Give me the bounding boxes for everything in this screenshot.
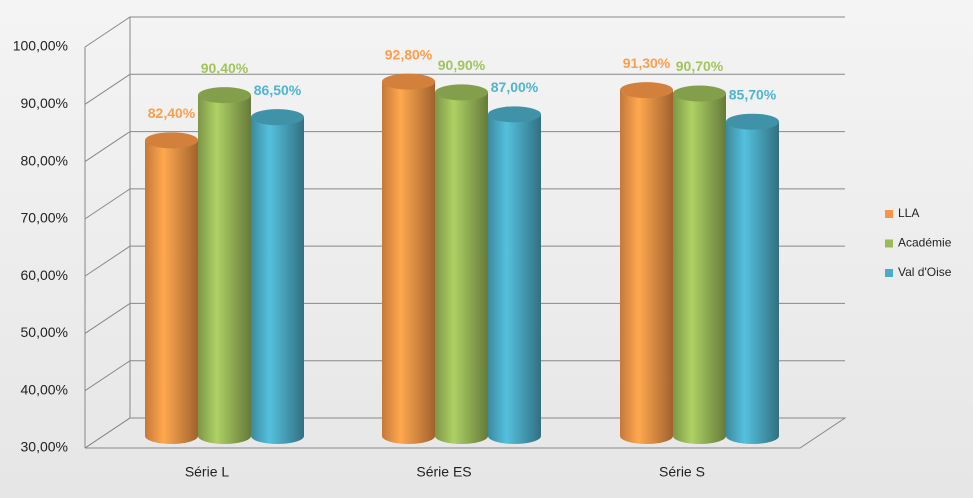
y-tick-label: 30,00% bbox=[21, 439, 68, 455]
value-label: 90,70% bbox=[676, 58, 724, 74]
bar bbox=[488, 114, 541, 444]
bar bbox=[251, 117, 304, 444]
bar bbox=[435, 92, 488, 444]
y-tick-label: 60,00% bbox=[21, 267, 68, 283]
grid-line bbox=[84, 245, 845, 277]
grid-line bbox=[84, 16, 845, 48]
bar bbox=[726, 121, 779, 444]
value-label: 92,80% bbox=[385, 46, 433, 62]
legend-swatch bbox=[885, 210, 893, 218]
bar-top bbox=[145, 132, 198, 149]
grid-line bbox=[84, 417, 845, 449]
value-label: 82,40% bbox=[148, 105, 196, 121]
y-tick-label: 40,00% bbox=[21, 381, 68, 397]
legend-label: LLA bbox=[898, 206, 919, 220]
bar-top bbox=[620, 82, 673, 99]
value-label: 86,50% bbox=[254, 82, 302, 98]
x-tick-label: Série S bbox=[659, 464, 705, 480]
grid-line bbox=[84, 302, 845, 334]
bar-top bbox=[488, 106, 541, 123]
legend-swatch bbox=[885, 269, 893, 277]
bar bbox=[673, 93, 726, 444]
bar-top bbox=[673, 85, 726, 102]
x-tick-label: Série ES bbox=[416, 464, 471, 480]
value-label: 91,30% bbox=[623, 55, 671, 71]
grid-line bbox=[84, 188, 845, 220]
legend-label: Val d'Oise bbox=[898, 265, 952, 279]
value-label: 90,40% bbox=[201, 60, 249, 76]
legend-swatch bbox=[885, 239, 893, 248]
value-label: 85,70% bbox=[729, 86, 777, 102]
x-tick-label: Série L bbox=[185, 464, 230, 480]
y-tick-label: 100,00% bbox=[13, 38, 68, 54]
bar bbox=[620, 90, 673, 444]
bar-top bbox=[435, 84, 488, 101]
value-label: 87,00% bbox=[491, 79, 539, 95]
y-tick-label: 50,00% bbox=[21, 324, 68, 340]
y-tick-label: 90,00% bbox=[21, 95, 68, 111]
bar bbox=[145, 140, 198, 445]
bar-top bbox=[726, 113, 779, 130]
grid-line bbox=[84, 73, 845, 105]
bar-top bbox=[382, 73, 435, 90]
y-tick-label: 70,00% bbox=[21, 210, 68, 226]
bar bbox=[382, 81, 435, 444]
grid-line bbox=[84, 131, 845, 162]
bar bbox=[198, 95, 251, 444]
bar-top bbox=[251, 109, 304, 126]
y-tick-label: 80,00% bbox=[21, 152, 68, 168]
legend-label: Académie bbox=[898, 236, 952, 250]
value-label: 90,90% bbox=[438, 57, 486, 73]
grid-line bbox=[84, 360, 845, 392]
bar-top bbox=[198, 87, 251, 104]
